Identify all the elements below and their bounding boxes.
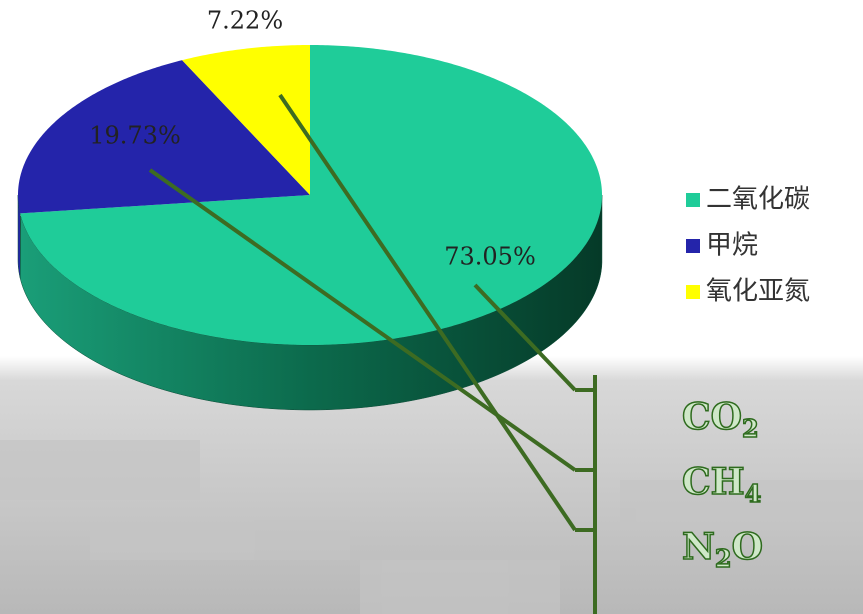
chart: 73.05%19.73%7.22%二氧化碳甲烷氧化亚氮CO2CH4N2O: [0, 0, 863, 614]
pie: [18, 45, 602, 410]
legend-swatch: [686, 285, 700, 299]
formula-part: O: [732, 526, 763, 568]
legend-swatch: [686, 239, 700, 253]
data-label: 19.73%: [89, 122, 181, 150]
formula-part: 2: [715, 544, 732, 573]
formula-part: 2: [742, 414, 759, 443]
legend-label: 氧化亚氮: [706, 277, 810, 307]
formula-part: N: [682, 526, 715, 568]
legend-label: 二氧化碳: [706, 185, 810, 215]
formula-part: 4: [745, 479, 762, 508]
legend-label: 甲烷: [706, 231, 758, 261]
formula-part: CH: [682, 461, 745, 503]
data-label: 7.22%: [207, 7, 283, 35]
formula-part: CO: [682, 396, 742, 438]
legend-swatch: [686, 193, 700, 207]
data-label: 73.05%: [444, 243, 536, 271]
